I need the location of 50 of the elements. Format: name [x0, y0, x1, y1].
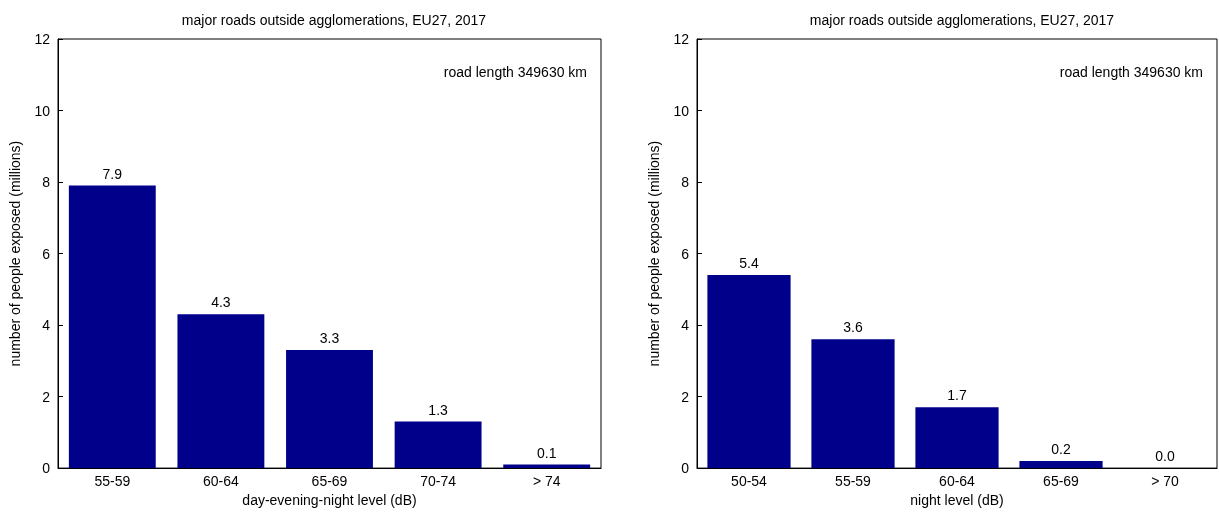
y-tick-label: 4 — [681, 317, 690, 334]
y-tick-label: 8 — [42, 174, 51, 191]
x-tick-label: 60-64 — [202, 473, 240, 490]
y-tick-label: 0 — [42, 460, 51, 477]
bar — [811, 339, 895, 469]
annotation: road length 349630 km — [1059, 64, 1204, 80]
y-tick-label: 6 — [681, 245, 690, 262]
data-label: 3.3 — [319, 330, 340, 347]
x-axis-title: night level (dB) — [910, 492, 1004, 508]
x-tick-label: 70-74 — [420, 473, 457, 490]
bar — [68, 185, 156, 469]
y-tick-label: 2 — [681, 388, 690, 405]
x-tick-label: 55-59 — [94, 473, 131, 490]
data-label: 3.6 — [843, 319, 863, 336]
annotation: road length 349630 km — [443, 64, 588, 80]
bar — [286, 350, 373, 469]
bar — [394, 421, 482, 469]
x-tick-label: 55-59 — [835, 473, 872, 490]
x-tick-label: 65-69 — [311, 473, 348, 490]
y-axis-title: number of people exposed (millions) — [7, 140, 23, 367]
x-tick-label: 65-69 — [1043, 473, 1080, 490]
x-tick-label: > 70 — [1151, 473, 1180, 490]
data-label: 5.4 — [739, 255, 759, 272]
bar — [177, 314, 265, 469]
y-tick-label: 6 — [42, 245, 51, 262]
x-tick-label: 60-64 — [939, 473, 976, 490]
chart-title: major roads outside agglomerations, EU27, 2017 — [181, 12, 487, 28]
y-tick-label: 8 — [681, 174, 690, 191]
data-label: 0.2 — [1051, 440, 1071, 457]
bar — [707, 275, 791, 469]
x-tick-label: 50-54 — [731, 473, 768, 490]
bar — [1019, 460, 1103, 469]
data-label: 0.0 — [1155, 448, 1175, 465]
x-axis-title: day-evening-night level (dB) — [242, 492, 417, 508]
chart-title: major roads outside agglomerations, EU27, 2017 — [809, 12, 1115, 28]
y-axis-title: number of people exposed (millions) — [646, 140, 662, 367]
data-label: 7.9 — [102, 165, 123, 182]
y-tick-label: 0 — [681, 460, 690, 477]
y-tick-label: 12 — [673, 31, 690, 47]
data-label: 4.3 — [211, 294, 231, 311]
data-label: 0.1 — [536, 444, 557, 461]
y-tick-label: 10 — [673, 102, 690, 119]
x-tick-label: > 74 — [532, 473, 561, 490]
bar — [915, 407, 999, 469]
data-label: 1.3 — [428, 401, 449, 418]
y-tick-label: 12 — [34, 31, 51, 47]
data-label: 1.7 — [947, 387, 967, 404]
y-tick-label: 10 — [34, 102, 51, 119]
y-tick-label: 4 — [42, 317, 51, 334]
y-tick-label: 2 — [42, 388, 51, 405]
